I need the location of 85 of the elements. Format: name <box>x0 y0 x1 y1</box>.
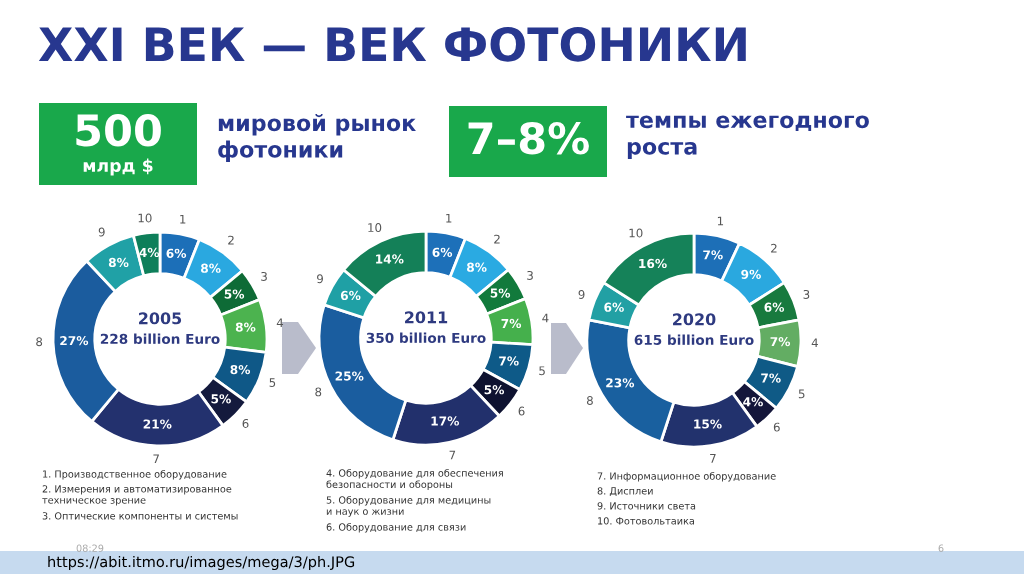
slice-label: 9 <box>317 274 323 284</box>
data-label: 17% <box>431 416 460 426</box>
data-label: 23% <box>606 378 635 388</box>
slice-label: 2 <box>771 243 777 253</box>
data-label: 5% <box>211 394 231 404</box>
data-label: 7% <box>761 373 781 383</box>
slice-label: 9 <box>98 227 105 237</box>
slice-label: 8 <box>315 387 322 397</box>
data-label: 27% <box>60 336 89 346</box>
text: 2. Измерения и автоматизированное техническое зрение <box>42 485 232 506</box>
text: 2011 <box>405 311 448 324</box>
data-label: 15% <box>694 419 722 429</box>
data-label: 25% <box>335 371 364 381</box>
slice-label: 5 <box>539 366 545 376</box>
slice-label: 7 <box>449 450 456 460</box>
slice-label: 4 <box>542 313 549 323</box>
text: https://abit.itmo.ru/images/mega/3/ph.JPG <box>48 555 355 571</box>
text: 8. Дисплеи <box>597 487 653 496</box>
text: 7. Информационное оборудование <box>597 472 776 482</box>
text: 5. Оборудование для медицины и наук о жизни <box>326 496 491 517</box>
data-label: 16% <box>639 258 667 269</box>
slice-label: 7 <box>153 454 159 464</box>
text: 2020 <box>673 313 716 326</box>
text: млрд $ <box>83 158 153 176</box>
text: 6. Оборудование для связи <box>326 523 466 533</box>
slice-label: 6 <box>773 422 780 432</box>
slice-label: 1 <box>180 214 186 224</box>
text: 1. Производственное оборудование <box>43 470 227 480</box>
slice-label: 5 <box>269 378 276 387</box>
slice-label: 7 <box>710 454 716 463</box>
data-label: 9% <box>741 269 761 279</box>
data-label: 5% <box>224 289 245 299</box>
text: 7–8% <box>468 121 589 155</box>
slice-label: 5 <box>798 389 805 399</box>
slice-label: 9 <box>578 289 585 299</box>
data-label: 7% <box>770 337 791 347</box>
text: XXI ВЕК — ВЕК ФОТОНИКИ <box>38 26 746 62</box>
text: 2005 <box>139 312 182 325</box>
data-label: 6% <box>604 302 624 312</box>
data-label: 21% <box>143 419 172 429</box>
data-label: 7% <box>499 356 519 366</box>
slice-label: 1 <box>717 216 724 226</box>
text: темпы ежегодного роста <box>626 115 869 160</box>
slice-label: 3 <box>803 289 810 299</box>
data-label: 14% <box>376 254 404 264</box>
data-label: 8% <box>201 263 221 273</box>
slice-label: 1 <box>446 213 452 223</box>
data-label: 8% <box>108 257 129 268</box>
text: мировой рынок фотоники <box>218 113 416 163</box>
data-label: 8% <box>467 262 487 272</box>
text: 10. Фотовольтаика <box>598 517 694 525</box>
data-label: 6% <box>432 247 453 257</box>
data-label: 6% <box>764 302 785 312</box>
text: 500 <box>76 113 161 147</box>
text: 350 billion Euro <box>366 332 486 344</box>
slice-label: 8 <box>586 396 593 405</box>
data-label: 4% <box>743 397 763 407</box>
data-label: 5% <box>484 385 505 395</box>
data-label: 8% <box>230 365 251 375</box>
slice-label: 10 <box>629 228 643 238</box>
slice-label: 8 <box>36 337 43 347</box>
slice-label: 10 <box>138 213 152 223</box>
slice-label: 6 <box>242 418 249 428</box>
slice-label: 10 <box>368 223 382 233</box>
text: 08:29 <box>76 544 104 552</box>
text: 6 <box>938 544 944 552</box>
slice-label: 2 <box>494 234 500 244</box>
slice-label: 4 <box>276 318 284 328</box>
data-label: 4% <box>139 247 160 258</box>
text: 4. Оборудование для обеспечения безопасности и обороны <box>326 469 503 490</box>
data-label: 5% <box>490 288 511 298</box>
slice-label: 2 <box>228 235 234 245</box>
text: 9. Источники света <box>597 502 696 510</box>
data-label: 8% <box>235 322 256 332</box>
slice-label: 4 <box>811 338 818 348</box>
slice-label: 3 <box>527 270 533 280</box>
text: 615 billion Euro <box>634 334 754 346</box>
data-label: 7% <box>501 318 522 329</box>
data-label: 6% <box>340 290 361 301</box>
slice-label: 6 <box>518 406 525 416</box>
text: 3. Оптические компоненты и системы <box>42 512 238 520</box>
text: 228 billion Euro <box>100 333 220 345</box>
slice-label: 3 <box>261 271 267 281</box>
data-label: 6% <box>166 248 187 258</box>
data-label: 7% <box>703 250 723 260</box>
